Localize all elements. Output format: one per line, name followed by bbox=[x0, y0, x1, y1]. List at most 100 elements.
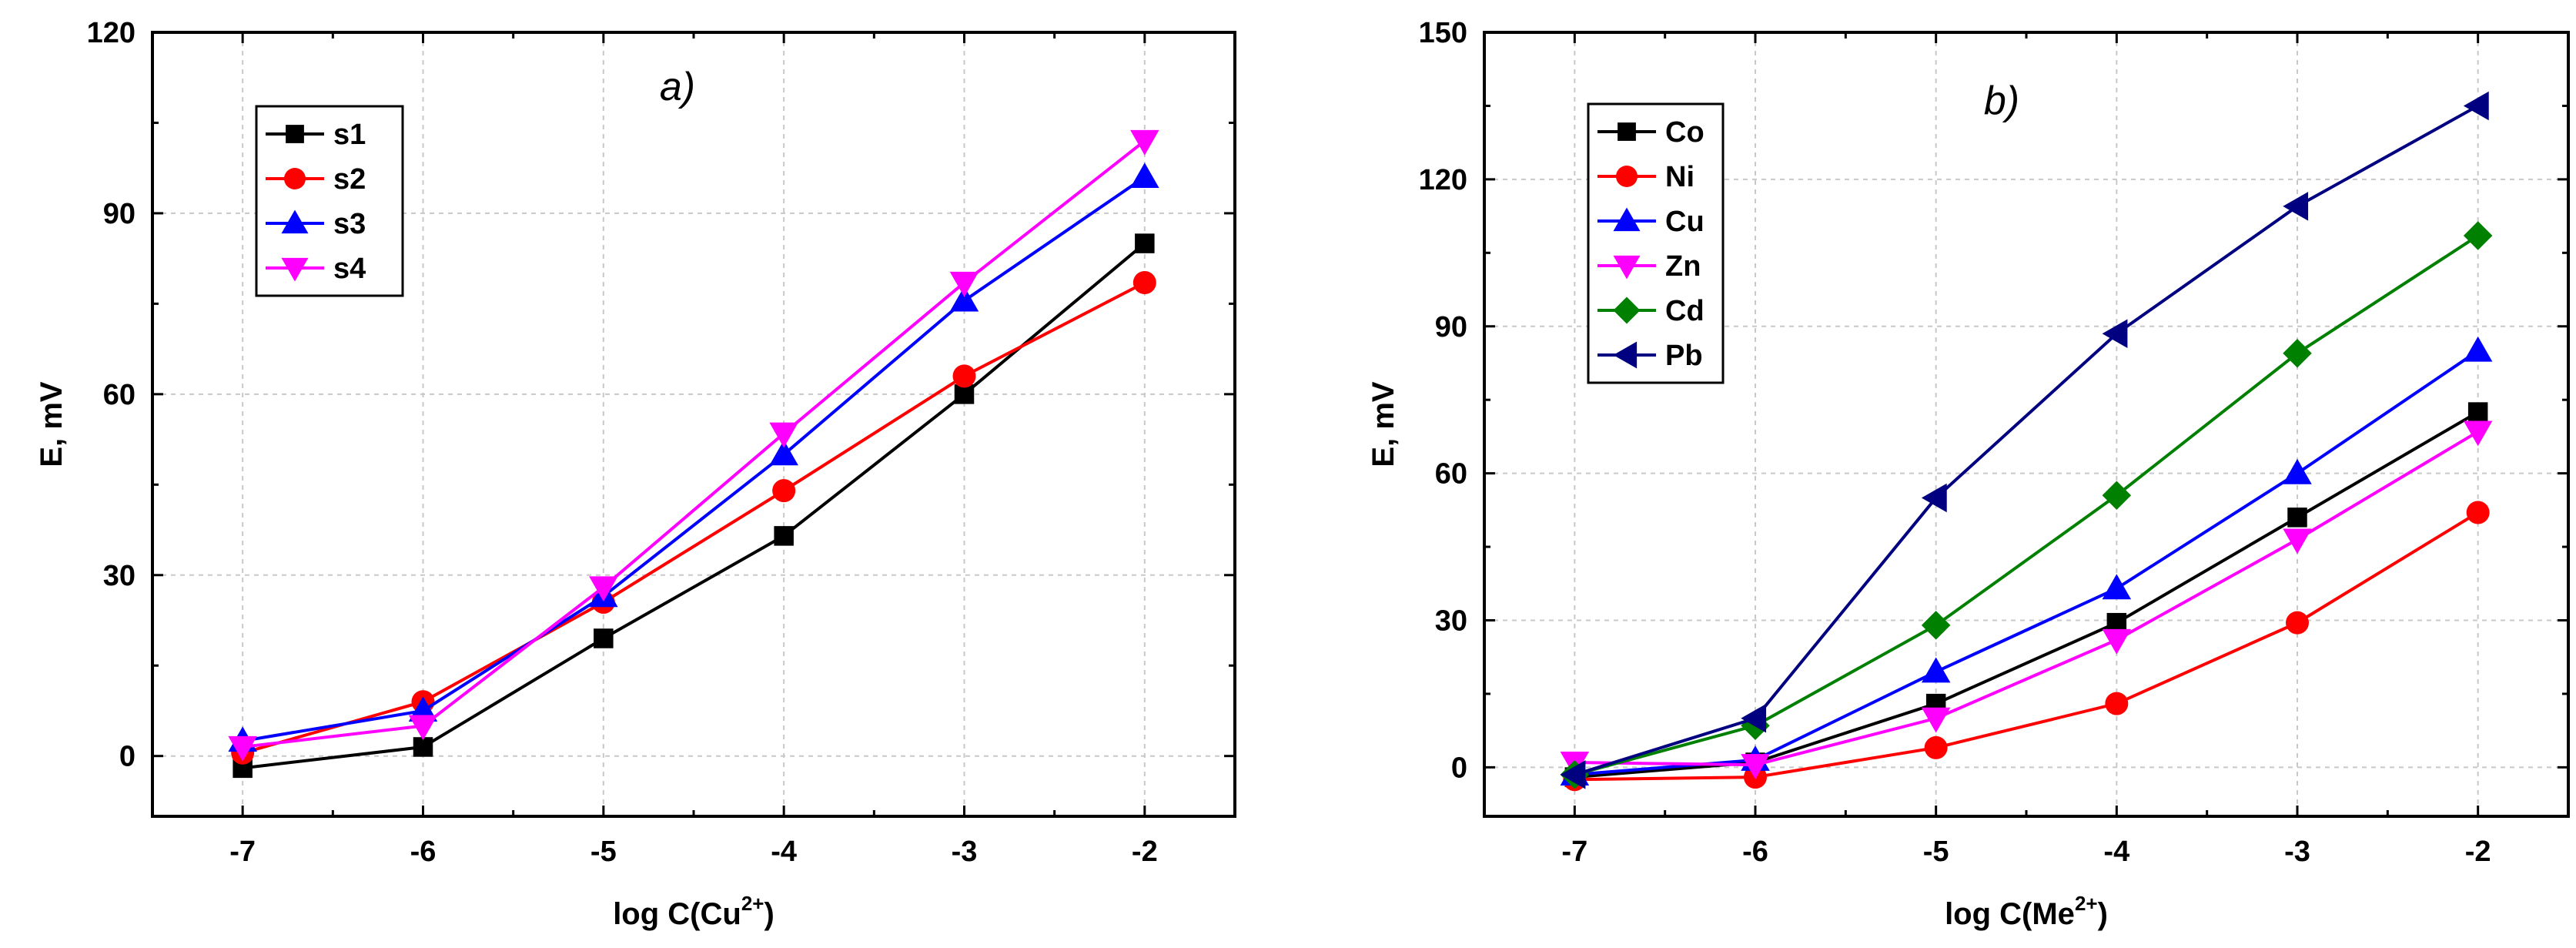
legend-marker-co bbox=[1618, 122, 1636, 141]
legend-label-s1: s1 bbox=[333, 119, 366, 151]
data-point-cu bbox=[2102, 574, 2132, 600]
data-point-s4 bbox=[769, 422, 798, 448]
panel-label: a) bbox=[660, 65, 695, 109]
x-axis-title-prefix: log C(Cu bbox=[613, 897, 741, 931]
data-point-s4 bbox=[228, 735, 257, 762]
data-point-s4 bbox=[1130, 129, 1159, 156]
plot-frame bbox=[1483, 31, 2570, 818]
data-point-pb bbox=[2463, 91, 2489, 121]
data-point-s2 bbox=[1132, 270, 1156, 294]
y-tick-label: 120 bbox=[1419, 164, 1467, 196]
x-tick-label: -3 bbox=[2284, 836, 2310, 868]
legend-marker-zn bbox=[1613, 255, 1641, 280]
x-tick-label: -5 bbox=[1923, 836, 1949, 868]
data-point-cd bbox=[1921, 611, 1951, 640]
chart-panel-a: 0 30 60 90 120 -7 -6 -5 -4 -3 -2 a) s1 s2 s3 s4 log C(Cu… bbox=[35, 17, 1236, 931]
data-point-co bbox=[2287, 507, 2307, 528]
legend-box bbox=[255, 105, 404, 297]
data-point-cu bbox=[1921, 657, 1951, 683]
legend-label-cu: Cu bbox=[1665, 206, 1705, 238]
legend-box bbox=[1587, 102, 1725, 384]
data-point-pb bbox=[1560, 760, 1586, 789]
y-axis-title: E, mV bbox=[1367, 381, 1400, 467]
x-tick-label: -7 bbox=[229, 836, 256, 868]
data-point-cd bbox=[2283, 338, 2312, 368]
x-tick-label: -4 bbox=[771, 836, 797, 868]
x-axis-title-sup: 2+ bbox=[741, 892, 764, 915]
data-point-cd bbox=[2463, 221, 2493, 250]
x-tick-label: -6 bbox=[410, 836, 437, 868]
plot-frame bbox=[151, 31, 1236, 818]
data-point-zn bbox=[2463, 420, 2493, 447]
data-point-pb bbox=[2283, 192, 2309, 221]
data-point-zn bbox=[2283, 528, 2312, 554]
legend-marker-s3 bbox=[281, 209, 309, 234]
legend-marker-ni bbox=[1616, 166, 1638, 187]
panel-label: b) bbox=[1984, 79, 2019, 123]
data-point-ni bbox=[1924, 735, 1948, 759]
x-axis-title-suffix: ) bbox=[2098, 897, 2108, 931]
x-axis-title: log C(Me2+) bbox=[1945, 892, 2108, 931]
legend-marker-s4 bbox=[281, 257, 309, 282]
legend-marker-cd bbox=[1613, 296, 1641, 324]
x-axis-title-sup: 2+ bbox=[2075, 892, 2098, 915]
legend: Co Ni Cu Zn Cd Pb bbox=[1587, 102, 1725, 384]
series-line-s3 bbox=[242, 176, 1146, 743]
x-tick-label: -3 bbox=[952, 836, 978, 868]
data-point-s1 bbox=[774, 526, 794, 546]
data-point-zn bbox=[1921, 707, 1951, 733]
data-point-cu bbox=[2283, 458, 2312, 484]
data-point-s1 bbox=[1135, 233, 1155, 253]
x-tick-label: -7 bbox=[1561, 836, 1587, 868]
y-tick-label: 90 bbox=[103, 198, 135, 230]
legend-label-s3: s3 bbox=[333, 208, 366, 240]
y-tick-label: 90 bbox=[1435, 311, 1467, 343]
x-tick-label: -5 bbox=[590, 836, 617, 868]
y-tick-label: 150 bbox=[1419, 17, 1467, 49]
x-tick-label: -2 bbox=[2465, 836, 2491, 868]
y-tick-label: 30 bbox=[1435, 605, 1467, 638]
data-point-ni bbox=[2105, 692, 2129, 715]
chart-panel-b: 0 30 60 90 120 150 -7 -6 -5 -4 -3 -2 b) Co Ni Cu Zn Cd Pb l… bbox=[1367, 17, 2570, 931]
legend-label-s4: s4 bbox=[333, 253, 366, 285]
data-point-ni bbox=[2286, 611, 2309, 635]
data-point-zn bbox=[1741, 754, 1770, 779]
data-point-s4 bbox=[589, 576, 618, 602]
x-tick-label: -4 bbox=[2103, 836, 2129, 868]
data-point-s4 bbox=[949, 271, 979, 297]
x-tick-label: -2 bbox=[1132, 836, 1158, 868]
series-line-ni bbox=[1574, 511, 2479, 782]
data-point-s3 bbox=[1130, 162, 1159, 189]
legend-marker-pb bbox=[1613, 341, 1638, 369]
data-point-ni bbox=[2466, 501, 2490, 524]
data-point-s3 bbox=[949, 286, 979, 312]
legend-label-co: Co bbox=[1665, 116, 1705, 149]
legend-marker-s2 bbox=[284, 168, 306, 189]
data-point-pb bbox=[1921, 483, 1947, 513]
legend-label-ni: Ni bbox=[1665, 161, 1694, 193]
series-line-zn bbox=[1574, 430, 2479, 767]
data-point-pb bbox=[2102, 319, 2128, 349]
data-point-s2 bbox=[772, 479, 796, 503]
data-point-s1 bbox=[594, 628, 614, 648]
data-point-cd bbox=[2102, 481, 2132, 511]
y-axis-title: E, mV bbox=[35, 381, 69, 467]
y-tick-label: 120 bbox=[87, 17, 135, 49]
legend-marker-s1 bbox=[286, 125, 304, 143]
x-tick-label: -6 bbox=[1742, 836, 1768, 868]
x-axis-title-suffix: ) bbox=[764, 897, 774, 931]
legend: s1 s2 s3 s4 bbox=[255, 105, 404, 297]
data-point-s3 bbox=[769, 440, 798, 466]
series-line-s4 bbox=[242, 139, 1146, 749]
y-tick-label: 0 bbox=[119, 741, 135, 773]
data-point-s1 bbox=[413, 737, 433, 757]
legend-label-zn: Zn bbox=[1665, 250, 1701, 283]
legend-label-pb: Pb bbox=[1665, 340, 1703, 372]
y-tick-label: 60 bbox=[1435, 458, 1467, 491]
x-axis-title-prefix: log C(Me bbox=[1945, 897, 2075, 931]
legend-label-cd: Cd bbox=[1665, 295, 1705, 327]
series-line-s1 bbox=[242, 242, 1146, 770]
y-tick-label: 30 bbox=[103, 560, 135, 592]
data-point-zn bbox=[2102, 628, 2132, 655]
